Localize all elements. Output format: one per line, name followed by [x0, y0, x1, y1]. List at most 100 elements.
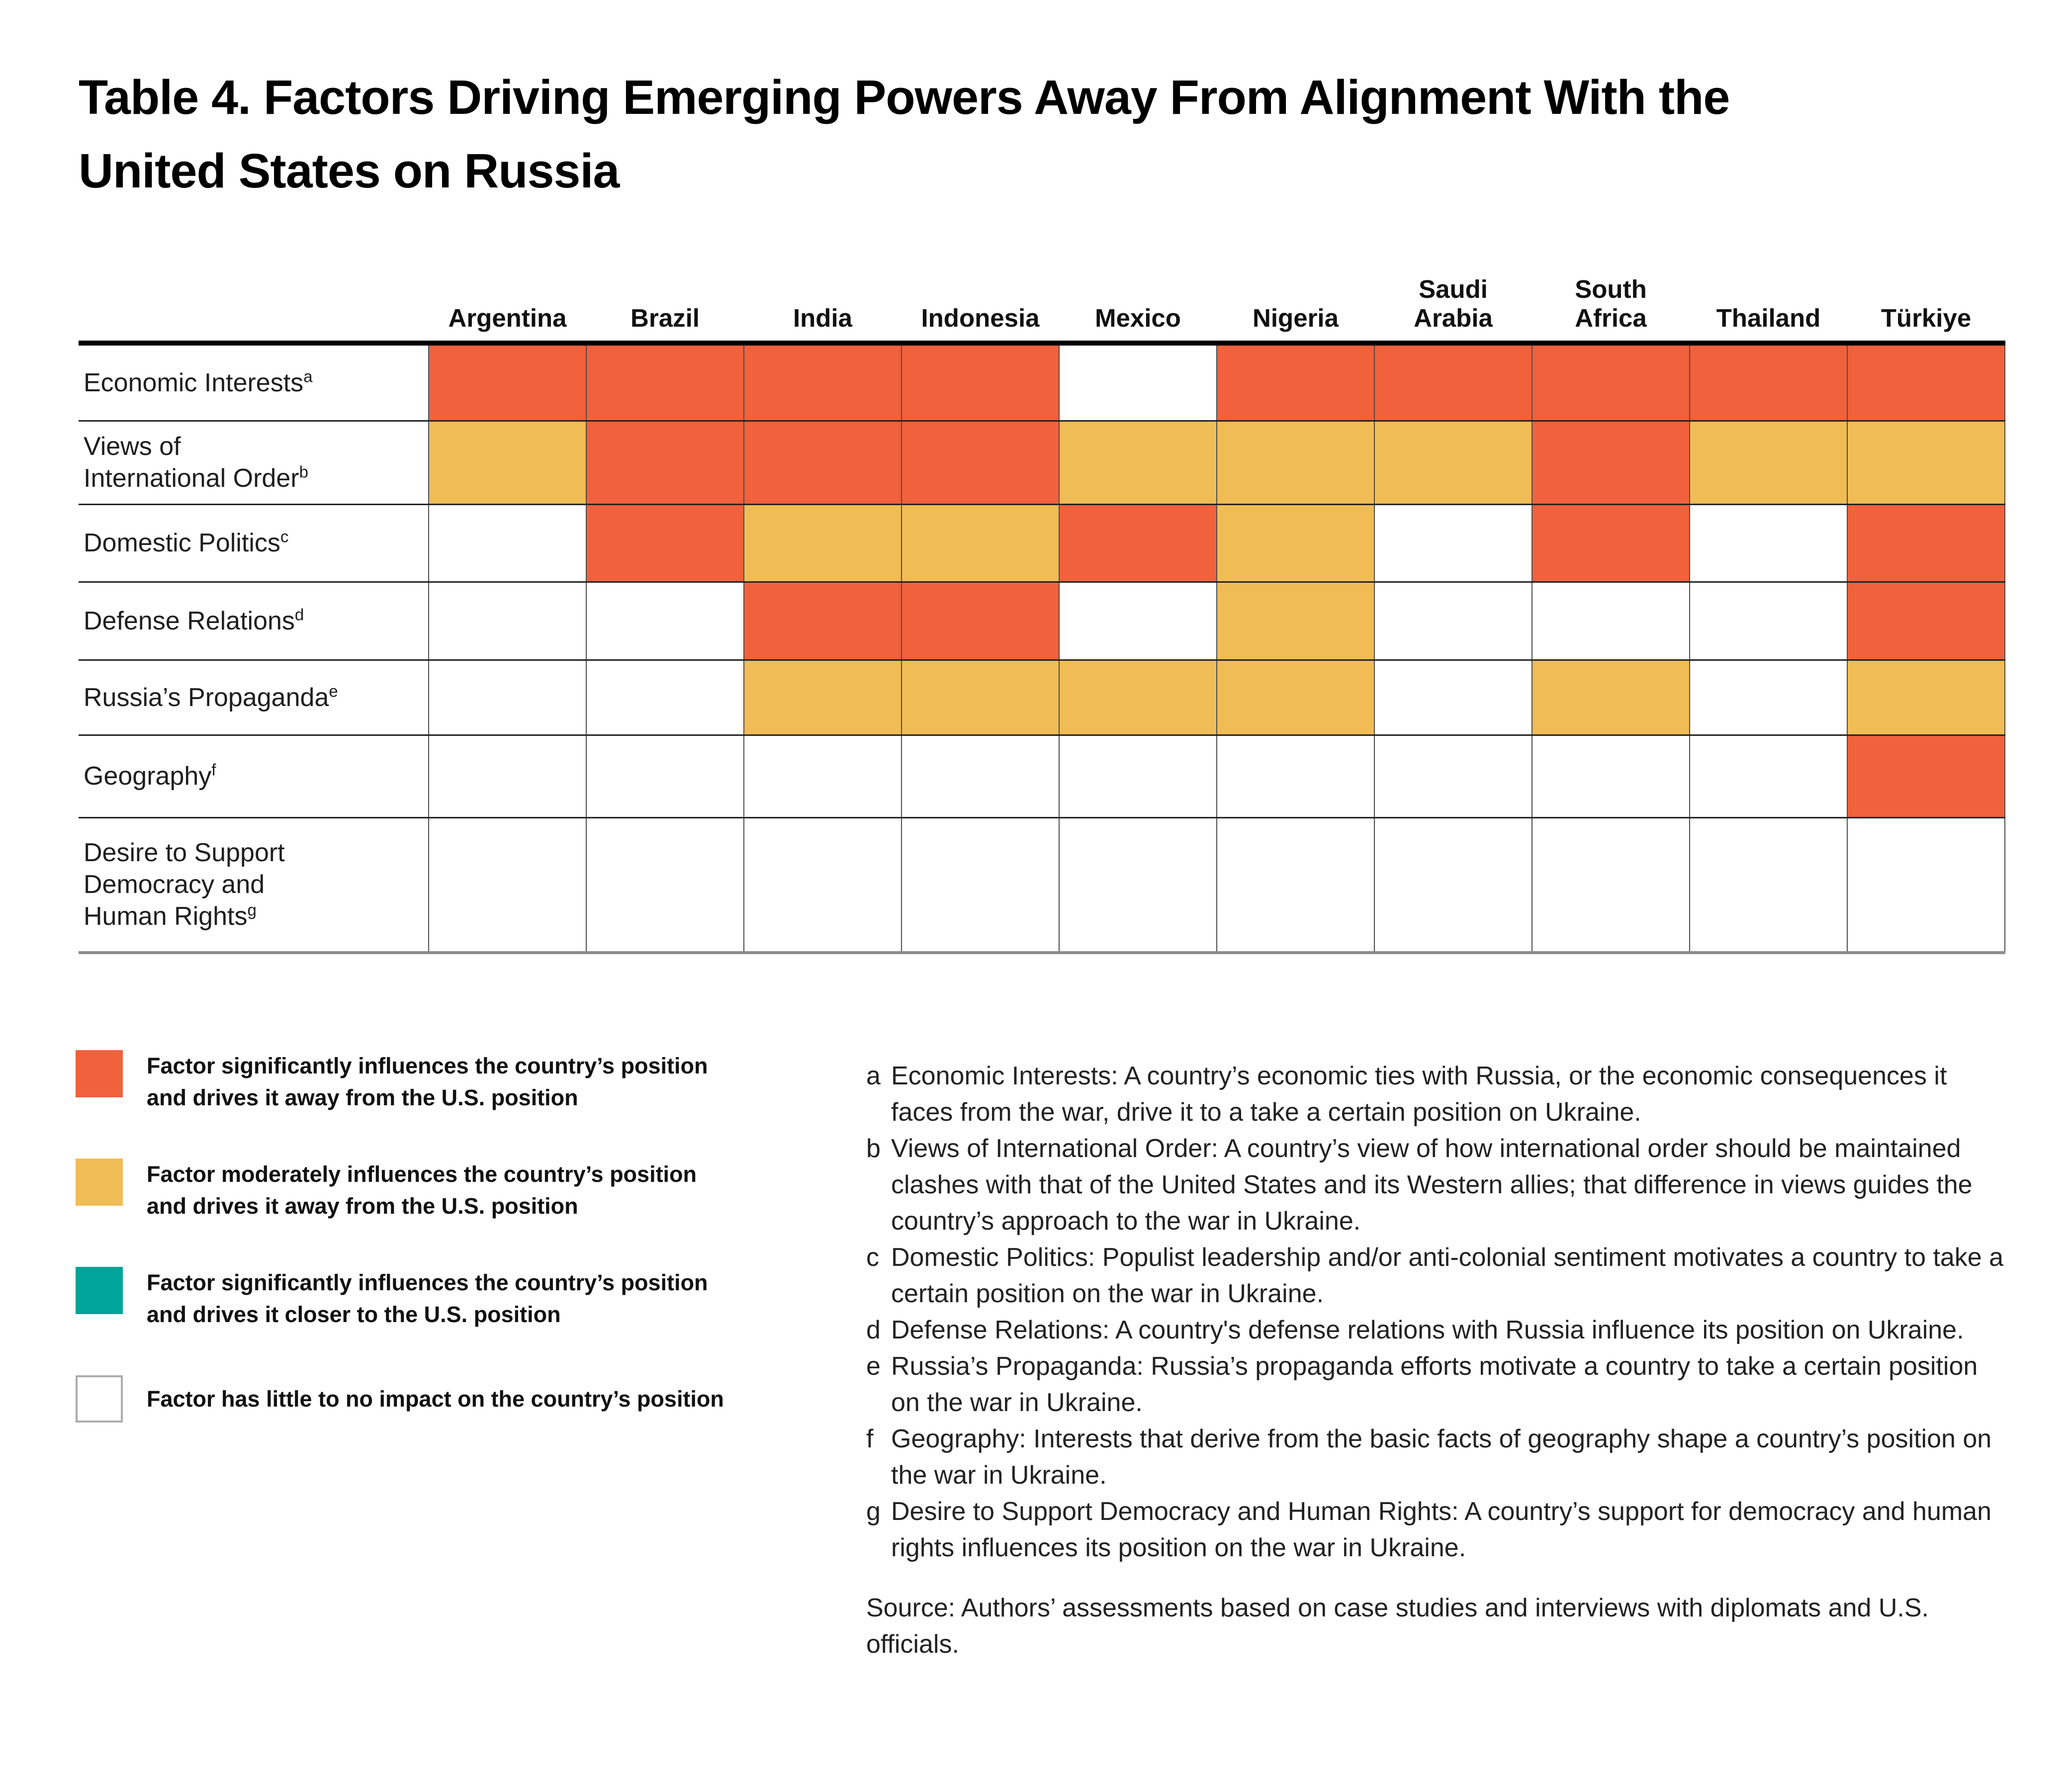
- matrix-cell: [586, 816, 744, 954]
- matrix-cell: [428, 420, 586, 504]
- legend-item: Factor has little to no impact on the co…: [76, 1375, 861, 1423]
- table-body: Economic Interestsa Views of Internationa…: [79, 342, 2005, 954]
- matrix-cell: [1689, 816, 1847, 954]
- matrix-cell: [901, 503, 1059, 582]
- footnote-text: Defense Relations: A country's defense r…: [891, 1316, 1964, 1344]
- footnote-marker-sup: b: [299, 462, 308, 481]
- corner-cell: [79, 268, 429, 346]
- row-label: Defense Relationsd: [79, 581, 429, 660]
- footnote-b: b Views of International Order: A country…: [866, 1131, 2006, 1240]
- footnote-f: f Geography: Interests that derive from t…: [866, 1421, 2006, 1494]
- table-row: Defense Relationsd: [79, 581, 2005, 660]
- matrix-cell: [1689, 342, 1847, 421]
- footnote-text: Economic Interests: A country’s economic…: [891, 1062, 1947, 1127]
- matrix-cell: [743, 420, 901, 504]
- footnote-g: g Desire to Support Democracy and Human R…: [866, 1494, 2006, 1566]
- matrix-cell: [1059, 503, 1217, 582]
- footnote-marker: f: [866, 1425, 874, 1453]
- source-note: Source: Authors’ assessments based on ca…: [866, 1594, 1929, 1659]
- legend-swatch-sig_away: [76, 1050, 123, 1097]
- matrix-cell: [901, 420, 1059, 504]
- matrix-cell: [1216, 581, 1374, 660]
- matrix-cell: [901, 734, 1059, 817]
- matrix-cell: [901, 816, 1059, 954]
- table-row: Desire to Support Democracy and Human Ri…: [79, 816, 2005, 954]
- row-label-text: Russia’s Propaganda: [84, 683, 329, 712]
- table-row: Views of International Orderb: [79, 420, 2005, 504]
- matrix-cell: [901, 581, 1059, 660]
- matrix-cell: [743, 816, 901, 954]
- footnotes-block: a Economic Interests: A country’s economi…: [866, 1058, 2006, 1663]
- table-row: Economic Interestsa: [79, 342, 2005, 421]
- legend-label: Factor significantly influences the coun…: [147, 1270, 708, 1327]
- matrix-cell: [1059, 581, 1217, 660]
- legend-swatch-sig_toward: [76, 1267, 123, 1314]
- matrix-cell: [1531, 342, 1690, 421]
- matrix-cell: [428, 581, 586, 660]
- column-header-argentina: Argentina: [429, 268, 586, 346]
- footnote-marker: c: [866, 1243, 879, 1272]
- legend-label: Factor significantly influences the coun…: [147, 1053, 708, 1110]
- footnote-a: a Economic Interests: A country’s economi…: [866, 1058, 2006, 1131]
- column-header-india: India: [744, 268, 901, 346]
- matrix-cell: [586, 734, 744, 817]
- footnote-marker: e: [866, 1352, 881, 1381]
- row-label: Economic Interestsa: [79, 342, 429, 421]
- matrix-cell: [1847, 581, 2005, 660]
- matrix-cell: [1847, 659, 2005, 735]
- matrix-cell: [1059, 734, 1217, 817]
- column-header-thailand: Thailand: [1690, 268, 1847, 346]
- matrix-cell: [743, 734, 901, 817]
- row-label-text: Geography: [84, 762, 212, 791]
- matrix-cell: [1059, 342, 1217, 421]
- table-row: Geographyf: [79, 734, 2005, 817]
- footnotes-list: a Economic Interests: A country’s economi…: [866, 1058, 2006, 1566]
- row-label: Domestic Politicsc: [79, 503, 429, 582]
- matrix-cell: [1216, 420, 1374, 504]
- footnote-text: Views of International Order: A country’…: [891, 1134, 1973, 1236]
- matrix-cell: [1374, 734, 1532, 817]
- matrix-cell: [428, 659, 586, 735]
- matrix-cell: [1374, 816, 1532, 954]
- footnote-text: Geography: Interests that derive from th…: [891, 1425, 1992, 1490]
- column-header-indonesia: Indonesia: [901, 268, 1059, 346]
- matrix-cell: [1689, 581, 1847, 660]
- footnote-d: d Defense Relations: A country's defense …: [866, 1312, 2006, 1348]
- legend-swatch-none: [76, 1375, 123, 1423]
- column-header-south-africa: South Africa: [1532, 268, 1690, 346]
- column-header-nigeria: Nigeria: [1217, 268, 1374, 346]
- footnote-text: Desire to Support Democracy and Human Ri…: [891, 1497, 1992, 1562]
- footnote-marker-sup: a: [303, 367, 313, 386]
- legend-label: Factor moderately influences the country…: [147, 1161, 697, 1219]
- matrix-cell: [586, 503, 744, 582]
- matrix-cell: [1847, 816, 2005, 954]
- matrix-cell: [1374, 420, 1532, 504]
- row-label-text: Domestic Politics: [84, 529, 280, 557]
- footnote-text: Domestic Politics: Populist leadership a…: [891, 1243, 2004, 1308]
- matrix-cell: [428, 342, 586, 421]
- header-row: Argentina Brazil India Indonesia Mexico Niger…: [79, 268, 2005, 346]
- matrix-cell: [1216, 659, 1374, 735]
- footnote-marker: g: [866, 1497, 881, 1526]
- matrix-cell: [1531, 659, 1690, 735]
- matrix-cell: [1059, 420, 1217, 504]
- matrix-cell: [1847, 503, 2005, 582]
- legend: Factor significantly influences the coun…: [76, 1050, 861, 1423]
- matrix-cell: [1216, 816, 1374, 954]
- matrix-cell: [586, 420, 744, 504]
- footnote-marker: d: [866, 1316, 881, 1344]
- table-header: Argentina Brazil India Indonesia Mexico Niger…: [79, 268, 2005, 346]
- footnote-marker: b: [866, 1134, 881, 1163]
- matrix-cell: [428, 816, 586, 954]
- row-label: Russia’s Propagandae: [79, 659, 429, 735]
- footnote-marker-sup: g: [247, 900, 257, 919]
- footnote-marker-sup: c: [280, 527, 289, 546]
- legend-item: Factor moderately influences the country…: [76, 1158, 861, 1222]
- row-label-text: Economic Interests: [84, 368, 304, 397]
- matrix-cell: [1847, 734, 2005, 817]
- matrix-cell: [1689, 659, 1847, 735]
- legend-item: Factor significantly influences the coun…: [76, 1050, 861, 1114]
- footnote-marker-sup: f: [211, 760, 216, 779]
- matrix-cell: [743, 503, 901, 582]
